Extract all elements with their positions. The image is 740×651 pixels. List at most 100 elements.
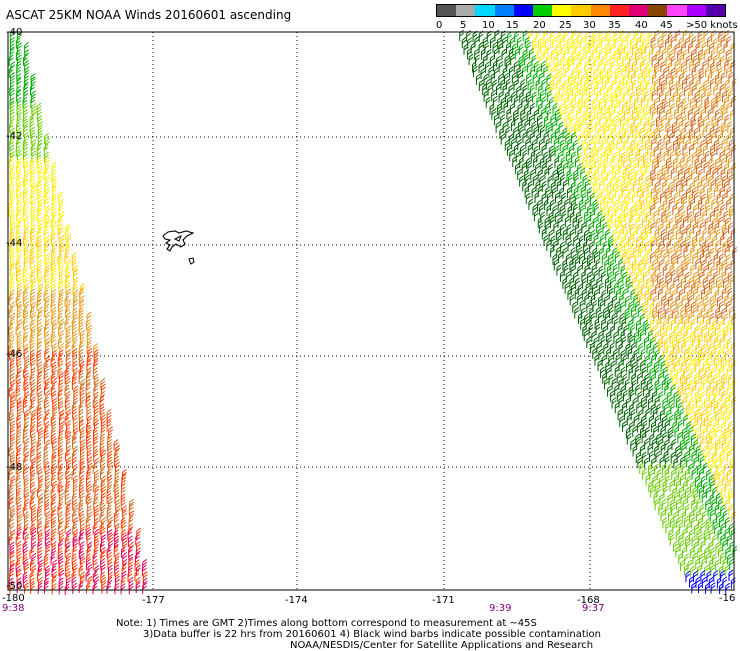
wind-barb xyxy=(72,269,78,282)
wind-barb xyxy=(36,462,42,475)
wind-barb xyxy=(655,450,661,463)
wind-barb xyxy=(614,301,620,313)
wind-barb xyxy=(640,348,646,360)
wind-barb xyxy=(697,115,703,127)
wind-barb xyxy=(675,528,681,541)
wind-barb xyxy=(38,534,43,546)
wind-barb xyxy=(707,54,713,67)
wind-barb xyxy=(557,150,563,163)
wind-barb xyxy=(562,162,568,175)
wind-barb xyxy=(687,559,693,571)
wind-barb xyxy=(92,367,98,379)
wind-barb xyxy=(633,331,639,343)
wind-barb xyxy=(682,264,688,277)
wind-barb xyxy=(610,60,616,72)
wind-barb xyxy=(579,37,585,49)
wind-barb xyxy=(509,149,514,162)
wind-barb xyxy=(531,120,537,133)
wind-barb xyxy=(728,90,733,102)
wind-barb xyxy=(9,348,14,361)
wind-barb xyxy=(610,175,616,187)
wind-barb xyxy=(526,90,531,103)
wind-barb xyxy=(566,169,572,181)
wind-barb xyxy=(22,209,28,222)
wind-barb xyxy=(51,335,56,348)
wind-barb xyxy=(644,354,650,367)
wind-barb xyxy=(655,301,661,313)
wind-barb xyxy=(78,533,84,546)
wind-barb xyxy=(51,323,57,336)
wind-barb xyxy=(652,390,657,403)
wind-barb xyxy=(571,151,576,163)
wind-barb xyxy=(658,259,664,271)
wind-barb xyxy=(589,241,594,253)
wind-barb xyxy=(543,66,549,78)
wind-barb xyxy=(24,360,30,373)
wind-barb xyxy=(93,437,99,450)
wind-barb xyxy=(697,348,703,360)
wind-barb xyxy=(36,420,42,433)
wind-barb xyxy=(661,294,667,307)
wind-barb xyxy=(662,431,668,444)
wind-barb xyxy=(29,559,35,571)
wind-barb xyxy=(579,252,584,264)
wind-barb xyxy=(498,107,504,120)
wind-barb xyxy=(700,139,706,151)
wind-barb xyxy=(549,199,555,211)
wind-barb xyxy=(498,73,504,85)
wind-barb xyxy=(710,547,716,559)
wind-barb xyxy=(685,391,691,403)
wind-barb xyxy=(10,475,16,487)
wind-barb xyxy=(22,432,28,444)
wind-barb xyxy=(693,271,698,283)
wind-barb xyxy=(58,323,63,336)
wind-barb xyxy=(594,251,599,264)
wind-barb xyxy=(672,139,678,151)
wind-barb xyxy=(630,408,636,421)
wind-barb xyxy=(653,192,659,205)
wind-barb xyxy=(682,78,687,90)
wind-barb xyxy=(65,564,70,577)
wind-barb xyxy=(563,78,569,91)
wind-barb xyxy=(22,270,28,282)
wind-barb xyxy=(569,228,575,241)
wind-barb xyxy=(101,517,106,529)
wind-barb xyxy=(728,71,734,84)
wind-barb xyxy=(623,155,629,168)
wind-barb xyxy=(573,234,579,247)
wind-barb xyxy=(690,565,695,577)
wind-barb xyxy=(658,204,664,217)
lon-label: -174 xyxy=(285,595,308,606)
wind-barb xyxy=(670,167,676,180)
wind-barb xyxy=(692,486,698,498)
wind-barb xyxy=(674,312,680,324)
wind-barb xyxy=(719,83,725,96)
wind-barb xyxy=(8,306,14,318)
wind-barb xyxy=(679,438,685,451)
wind-barb xyxy=(566,223,572,235)
wind-barb xyxy=(683,330,689,342)
wind-barb xyxy=(44,504,50,516)
wind-barb xyxy=(712,54,718,67)
wind-barb xyxy=(581,191,587,204)
wind-barb xyxy=(51,547,57,559)
wind-barb xyxy=(526,126,532,139)
wind-barb xyxy=(57,299,63,312)
wind-barb xyxy=(699,420,705,432)
wind-barb xyxy=(681,192,687,205)
wind-barb xyxy=(114,455,119,468)
wind-barb xyxy=(85,421,91,433)
wind-barb xyxy=(726,66,731,78)
wind-barb xyxy=(697,180,702,193)
wind-barb xyxy=(622,354,628,366)
wind-barb xyxy=(563,59,568,72)
wind-barb xyxy=(616,390,622,402)
wind-barb xyxy=(86,449,92,462)
wind-barb xyxy=(556,114,562,127)
wind-barb xyxy=(681,378,687,390)
wind-barb xyxy=(714,222,720,234)
wind-barb xyxy=(37,251,43,264)
wind-barb xyxy=(592,179,598,192)
wind-barb xyxy=(545,84,551,96)
